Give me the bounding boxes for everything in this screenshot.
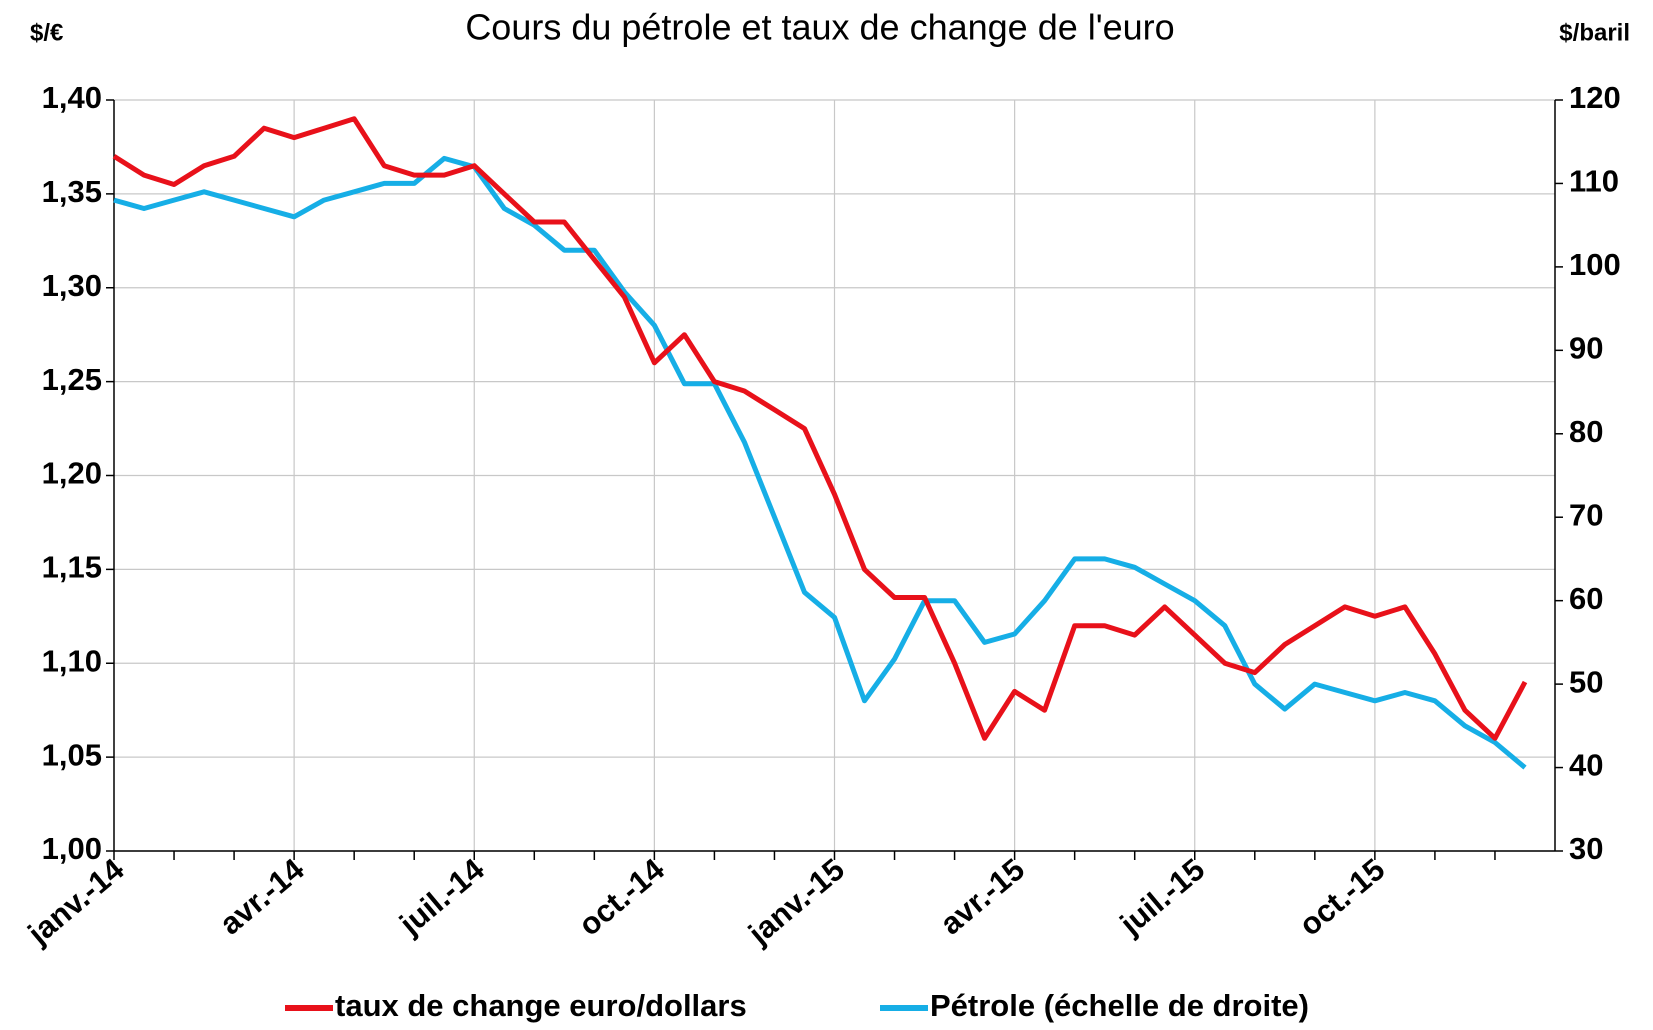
x-tick-label: juil.-14 (392, 851, 491, 942)
x-tick-label: oct.-15 (1292, 852, 1391, 943)
y2-tick-label: 30 (1569, 831, 1603, 866)
series-line (112, 116, 1528, 741)
y2-axis-label: $/baril (1559, 19, 1630, 46)
y-tick-label: 1,25 (42, 362, 102, 397)
x-tick-label: avr.-14 (213, 851, 311, 941)
y-tick-label: 1,40 (42, 80, 102, 115)
y2-tick-label: 50 (1569, 664, 1603, 699)
y-tick-label: 1,10 (42, 643, 102, 678)
y2-tick-label: 60 (1569, 581, 1603, 616)
y-axis-label: $/€ (30, 19, 63, 46)
x-tick-label: juil.-15 (1113, 852, 1211, 943)
legend-label: taux de change euro/dollars (335, 988, 747, 1023)
y-tick-label: 1,05 (42, 737, 102, 772)
y-tick-label: 1,20 (42, 456, 102, 491)
y-tick-label: 1,15 (42, 550, 102, 585)
x-tick-label: avr.-15 (933, 852, 1031, 942)
y2-tick-label: 70 (1569, 497, 1603, 532)
x-tick-label: oct.-14 (572, 851, 672, 943)
y2-tick-label: 80 (1569, 414, 1603, 449)
y-tick-label: 1,00 (42, 831, 102, 866)
y2-tick-label: 110 (1569, 164, 1619, 199)
y2-tick-label: 120 (1569, 80, 1621, 115)
y2-tick-label: 90 (1569, 331, 1603, 366)
series-line (113, 155, 1527, 770)
y2-tick-label: 100 (1569, 247, 1621, 282)
y-tick-label: 1,30 (42, 268, 102, 303)
y-tick-label: 1,35 (42, 174, 102, 209)
y2-tick-label: 40 (1569, 748, 1603, 783)
x-tick-label: janv.-15 (741, 852, 851, 952)
chart-title: Cours du pétrole et taux de change de l'… (465, 7, 1174, 48)
legend-label: Pétrole (échelle de droite) (930, 988, 1309, 1023)
